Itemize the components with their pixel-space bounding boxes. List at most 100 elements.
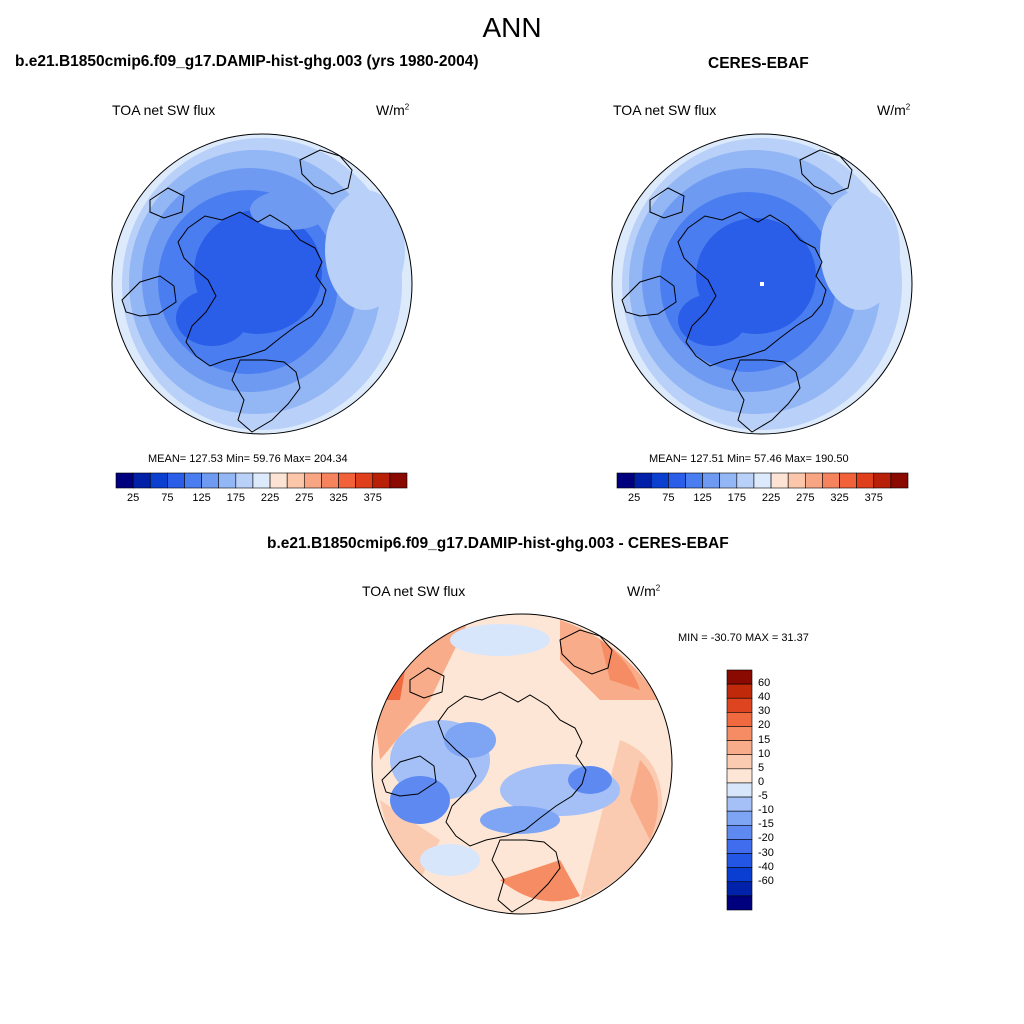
diff-colorbar-swatch bbox=[726, 782, 753, 798]
diff-colorbar-tick-label: 15 bbox=[758, 733, 771, 746]
model-colorbar-tick-label: 375 bbox=[363, 492, 382, 504]
diff-colorbar-swatch bbox=[726, 669, 753, 685]
model-colorbar-swatch bbox=[115, 472, 134, 489]
model-colorbar-swatch bbox=[303, 472, 322, 489]
diff-colorbar-swatch bbox=[726, 683, 753, 699]
model-colorbar-swatch bbox=[286, 472, 305, 489]
obs-colorbar-swatch bbox=[702, 472, 721, 489]
model-colorbar bbox=[115, 472, 408, 489]
model-colorbar-swatch bbox=[269, 472, 288, 489]
diff-colorbar-tick-label: 30 bbox=[758, 705, 771, 718]
diff-colorbar-swatch bbox=[726, 895, 753, 911]
diff-colorbar-swatch bbox=[726, 726, 753, 741]
model-colorbar-swatch bbox=[149, 472, 168, 489]
obs-colorbar-tick-label: 75 bbox=[662, 492, 675, 504]
diff-coastlines bbox=[381, 629, 613, 913]
obs-stats: MEAN= 127.51 Min= 57.46 Max= 190.50 bbox=[649, 453, 849, 465]
model-units-label: W/m2 bbox=[376, 102, 410, 118]
obs-colorbar-swatch bbox=[633, 472, 652, 489]
obs-colorbar-swatch bbox=[719, 472, 738, 489]
obs-colorbar-tick-label: 25 bbox=[627, 492, 641, 504]
model-colorbar-swatch bbox=[167, 472, 185, 489]
diff-colorbar-swatch bbox=[726, 810, 753, 826]
model-colorbar-swatch bbox=[132, 472, 151, 489]
model-stats: MEAN= 127.53 Min= 59.76 Max= 204.34 bbox=[148, 453, 348, 465]
obs-coastlines bbox=[621, 149, 853, 433]
obs-colorbar-swatch bbox=[685, 472, 703, 489]
obs-variable-label: TOA net SW flux bbox=[613, 102, 717, 118]
figure-title: ANN bbox=[482, 12, 542, 43]
diff-colorbar-swatch bbox=[726, 796, 753, 812]
obs-units-label: W/m2 bbox=[877, 102, 911, 118]
diff-colorbar-tick-label: -60 bbox=[758, 874, 774, 887]
diff-colorbar-tick-label: 5 bbox=[758, 761, 765, 774]
obs-colorbar-swatch bbox=[650, 472, 669, 489]
diff-minmax: MIN = -30.70 MAX = 31.37 bbox=[678, 632, 809, 644]
obs-colorbar-swatch bbox=[787, 472, 806, 489]
diff-colorbar-tick-label: -40 bbox=[758, 860, 774, 873]
diff-colorbar-swatch bbox=[726, 867, 753, 883]
diff-colorbar-swatch bbox=[726, 712, 753, 727]
model-colorbar-swatch bbox=[252, 472, 271, 489]
obs-colorbar-swatch bbox=[839, 472, 857, 489]
model-panel-title: b.e21.B1850cmip6.f09_g17.DAMIP-hist-ghg.… bbox=[15, 53, 479, 70]
obs-colorbar-tick-label: 175 bbox=[727, 492, 746, 504]
diff-colorbar-swatch bbox=[726, 768, 753, 784]
obs-colorbar-swatch bbox=[736, 472, 755, 489]
diff-colorbar-swatch bbox=[726, 697, 753, 713]
obs-colorbar-swatch bbox=[616, 472, 635, 489]
diff-colorbar-tick-label: 60 bbox=[758, 677, 771, 690]
diff-colorbar-swatch bbox=[726, 740, 753, 756]
model-colorbar-swatch bbox=[218, 472, 237, 489]
diff-colorbar-swatch bbox=[726, 754, 753, 770]
diff-colorbar-tick-label: 40 bbox=[758, 691, 771, 704]
diff-colorbar-swatch bbox=[726, 839, 753, 854]
diff-variable-label: TOA net SW flux bbox=[362, 583, 466, 599]
diff-colorbar-tick-label: -10 bbox=[758, 804, 774, 817]
obs-colorbar-swatch bbox=[822, 472, 840, 489]
diff-colorbar-tick-label: -5 bbox=[758, 790, 768, 803]
model-colorbar-tick-label: 325 bbox=[329, 492, 348, 504]
model-variable-label: TOA net SW flux bbox=[112, 102, 216, 118]
model-colorbar-swatch bbox=[338, 472, 356, 489]
model-colorbar-swatch bbox=[372, 472, 391, 489]
model-coastlines bbox=[121, 149, 353, 433]
model-colorbar-swatch bbox=[235, 472, 254, 489]
diff-colorbar-tick-label: 10 bbox=[758, 747, 771, 760]
diff-colorbar-swatch bbox=[726, 853, 753, 868]
model-colorbar-swatch bbox=[321, 472, 339, 489]
diff-colorbar bbox=[726, 669, 753, 911]
obs-colorbar-tick-label: 375 bbox=[864, 492, 883, 504]
diff-units-label: W/m2 bbox=[627, 583, 661, 599]
obs-colorbar-tick-label: 225 bbox=[761, 492, 781, 504]
obs-colorbar-swatch bbox=[890, 472, 909, 489]
diff-colorbar-tick-label: -20 bbox=[758, 832, 774, 845]
model-colorbar-tick-label: 75 bbox=[161, 492, 174, 504]
model-colorbar-swatch bbox=[355, 472, 374, 489]
diff-colorbar-tick-label: 20 bbox=[758, 719, 771, 732]
obs-flux-field bbox=[612, 134, 912, 434]
diff-panel-title: b.e21.B1850cmip6.f09_g17.DAMIP-hist-ghg.… bbox=[267, 535, 729, 552]
model-colorbar-tick-label: 25 bbox=[126, 492, 140, 504]
obs-colorbar-swatch bbox=[668, 472, 686, 489]
model-colorbar-tick-label: 125 bbox=[192, 492, 211, 504]
model-colorbar-tick-label: 175 bbox=[226, 492, 245, 504]
model-colorbar-swatch bbox=[184, 472, 202, 489]
model-flux-field bbox=[112, 134, 412, 434]
obs-colorbar-swatch bbox=[873, 472, 892, 489]
diff-colorbar-swatch bbox=[726, 824, 753, 840]
model-colorbar-swatch bbox=[201, 472, 220, 489]
obs-colorbar-swatch bbox=[770, 472, 789, 489]
diff-colorbar-swatch bbox=[726, 881, 753, 897]
obs-colorbar bbox=[616, 472, 909, 489]
model-colorbar-tick-label: 225 bbox=[260, 492, 280, 504]
diff-colorbar-tick-label: -15 bbox=[758, 818, 774, 831]
diff-colorbar-tick-label: -30 bbox=[758, 846, 774, 859]
diff-colorbar-tick-label: 0 bbox=[758, 775, 765, 788]
obs-colorbar-tick-label: 325 bbox=[830, 492, 849, 504]
model-colorbar-swatch bbox=[389, 472, 408, 489]
obs-colorbar-tick-label: 125 bbox=[693, 492, 712, 504]
obs-colorbar-swatch bbox=[753, 472, 772, 489]
model-colorbar-tick-label: 275 bbox=[295, 492, 314, 504]
